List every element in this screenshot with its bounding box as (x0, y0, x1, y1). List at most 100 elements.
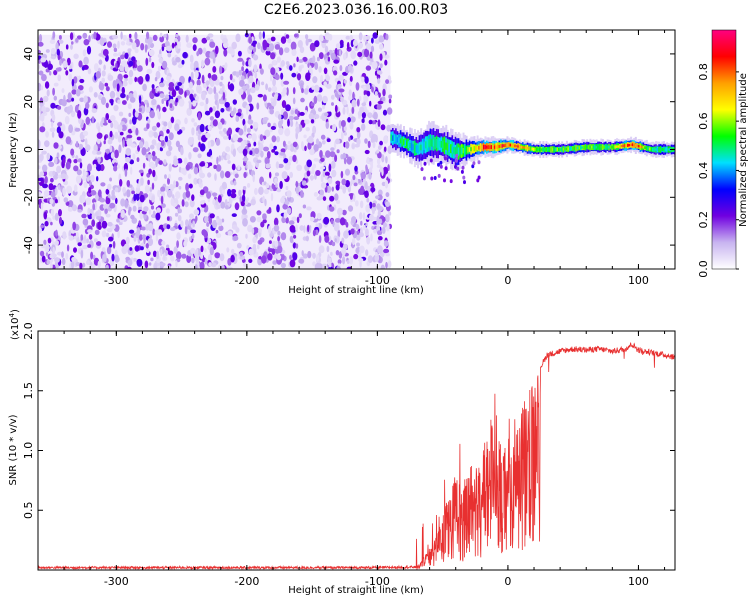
noise-cell (191, 118, 195, 123)
noise-cell (77, 242, 82, 247)
noise-cell (147, 179, 150, 185)
signal-cell (392, 135, 394, 141)
noise-cell (142, 83, 147, 92)
noise-cell (177, 158, 183, 163)
noise-cell (40, 202, 44, 210)
noise-cell (342, 107, 346, 115)
noise-cell (39, 126, 46, 133)
noise-cell (350, 50, 357, 60)
noise-cell (156, 108, 160, 117)
noise-cell (316, 56, 320, 62)
noise-cell (155, 212, 161, 221)
noise-cell (97, 221, 102, 230)
noise-cell (101, 247, 106, 252)
noise-cell (68, 73, 73, 82)
noise-cell (383, 135, 389, 144)
noise-cell (73, 235, 77, 240)
noise-cell (109, 90, 116, 99)
noise-cell (137, 65, 143, 72)
noise-cell (285, 104, 291, 112)
noise-cell (132, 257, 137, 262)
noise-cell (328, 263, 332, 268)
noise-cell (201, 91, 206, 101)
noise-cell (291, 49, 297, 57)
signal-cell (556, 147, 559, 152)
noise-cell (120, 198, 126, 207)
noise-cell (182, 51, 188, 59)
noise-cell (105, 86, 110, 92)
noise-cell (39, 153, 44, 162)
noise-cell (299, 46, 305, 54)
noise-cell (120, 54, 125, 60)
noise-cell (175, 181, 179, 188)
noise-cell (126, 189, 131, 198)
noise-cell (253, 54, 259, 61)
noise-cell (238, 69, 243, 76)
noise-cell (305, 38, 309, 46)
noise-cell (109, 243, 113, 248)
noise-cell (377, 119, 381, 127)
signal-cell (453, 147, 456, 154)
noise-cell (325, 121, 330, 129)
noise-cell (194, 70, 199, 79)
noise-cell (247, 94, 253, 103)
noise-cell (364, 190, 369, 198)
noise-cell (364, 228, 369, 237)
noise-cell (324, 32, 331, 41)
noise-cell (259, 68, 264, 75)
noise-cell (385, 214, 390, 222)
signal-cell (587, 145, 590, 149)
signal-wisp (454, 164, 457, 169)
noise-cell (157, 53, 163, 59)
noise-cell (330, 52, 336, 60)
noise-cell (73, 159, 78, 164)
noise-cell (49, 127, 56, 133)
noise-cell (209, 41, 216, 48)
noise-cell (231, 248, 235, 255)
noise-cell (192, 220, 196, 228)
noise-cell (195, 264, 198, 269)
noise-cell (173, 180, 177, 188)
noise-cell (215, 164, 222, 172)
noise-cell (205, 36, 211, 41)
noise-cell (249, 216, 256, 223)
noise-cell (298, 213, 302, 219)
signal-cell (659, 148, 662, 151)
noise-cell (375, 252, 378, 256)
noise-cell (237, 137, 243, 143)
noise-cell (129, 159, 134, 165)
signal-cell (655, 148, 658, 151)
noise-cell (197, 134, 202, 141)
noise-cell (320, 157, 325, 162)
noise-cell (309, 175, 315, 180)
noise-cell (95, 164, 102, 172)
noise-cell (218, 225, 224, 232)
signal-cell (539, 147, 542, 152)
signal-cell (630, 143, 633, 147)
noise-cell (299, 111, 305, 116)
noise-cell (298, 59, 304, 63)
noise-cell (206, 191, 212, 199)
noise-cell (199, 189, 205, 196)
noise-cell (103, 140, 106, 145)
noise-cell (198, 141, 201, 148)
noise-cell (347, 117, 351, 123)
noise-cell (283, 158, 289, 164)
noise-cell (371, 133, 378, 142)
noise-cell (51, 113, 56, 122)
noise-cell (285, 217, 289, 224)
noise-cell (257, 93, 263, 98)
noise-cell (124, 52, 129, 59)
noise-cell (267, 122, 271, 128)
signal-cell (426, 139, 429, 149)
noise-cell (247, 134, 252, 139)
signal-cell (636, 144, 639, 147)
noise-cell (88, 86, 93, 93)
noise-cell (356, 130, 361, 139)
noise-cell (50, 55, 56, 60)
noise-cell (123, 74, 129, 79)
noise-cell (349, 75, 353, 82)
noise-cell (242, 60, 245, 66)
noise-cell (38, 34, 43, 43)
noise-cell (190, 247, 196, 254)
